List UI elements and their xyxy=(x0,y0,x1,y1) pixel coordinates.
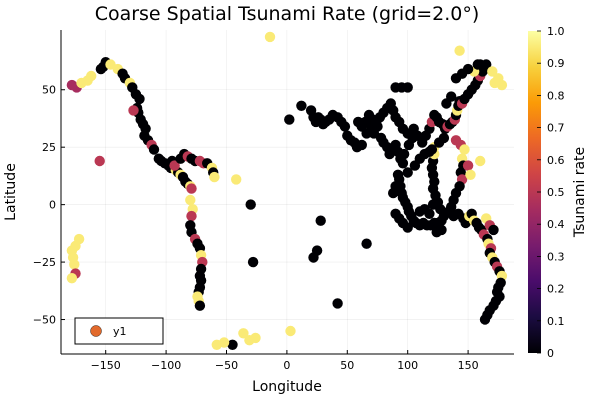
data-point xyxy=(465,169,476,180)
y-ticks: −50 −25 0 25 50 xyxy=(33,84,65,327)
colorbar-tick-label: 0.9 xyxy=(547,57,565,70)
data-point xyxy=(186,183,197,194)
x-tick-label: −50 xyxy=(215,359,238,372)
data-point xyxy=(332,298,343,309)
data-point xyxy=(66,273,78,284)
data-point xyxy=(488,224,499,236)
colorbar-tick-label: 0.5 xyxy=(547,186,565,199)
data-point xyxy=(66,79,78,91)
data-point xyxy=(361,238,372,249)
data-point xyxy=(462,160,474,171)
colorbar-tick-label: 0.4 xyxy=(547,218,565,231)
data-point xyxy=(446,91,457,102)
x-axis-label: Longitude xyxy=(252,379,322,395)
colorbar-tick-label: 1.0 xyxy=(547,25,565,38)
x-tick-label: 50 xyxy=(340,359,354,372)
x-tick-label: −100 xyxy=(151,359,181,372)
data-point xyxy=(209,171,220,183)
x-tick-label: −150 xyxy=(91,359,121,372)
data-point xyxy=(409,160,421,171)
colorbar-tick-label: 0.3 xyxy=(547,250,565,263)
colorbar-tick-label: 0 xyxy=(547,347,554,360)
colorbar-tick-label: 0.8 xyxy=(547,89,565,102)
legend-box xyxy=(74,317,164,345)
colorbar-tick-label: 0.6 xyxy=(547,154,565,167)
data-point xyxy=(231,174,242,185)
x-ticks: −150 −100 −50 0 50 100 150 xyxy=(91,350,479,372)
data-point xyxy=(427,199,439,210)
data-point xyxy=(69,259,80,270)
data-point xyxy=(475,155,486,167)
data-point xyxy=(245,199,256,210)
data-point xyxy=(194,300,206,311)
colorbar: 0 0.1 0.2 0.3 0.4 0.5 0.6 0.7 0.8 0.9 1.0 Tsunami … xyxy=(528,25,588,360)
data-point xyxy=(185,194,196,206)
data-point xyxy=(436,224,447,236)
data-point xyxy=(479,314,491,325)
data-point xyxy=(390,208,401,219)
y-tick-label: −25 xyxy=(33,256,56,269)
data-point xyxy=(308,252,319,263)
legend: y1 xyxy=(74,317,164,345)
data-point xyxy=(284,114,295,125)
data-point xyxy=(487,66,498,77)
data-point xyxy=(402,82,413,93)
data-point xyxy=(227,339,238,350)
data-point xyxy=(433,137,445,148)
y-tick-label: 0 xyxy=(49,199,56,212)
data-point xyxy=(397,158,409,169)
x-tick-label: 0 xyxy=(283,359,290,372)
data-point xyxy=(489,77,500,89)
data-point xyxy=(238,328,249,339)
colorbar-gradient xyxy=(528,31,541,353)
data-point xyxy=(296,100,307,112)
data-point xyxy=(148,144,160,155)
colorbar-tick-label: 0.7 xyxy=(547,122,565,135)
y-tick-label: 25 xyxy=(42,141,56,154)
x-tick-label: 150 xyxy=(458,359,479,372)
colorbar-label: Tsunami rate xyxy=(572,147,588,238)
data-point xyxy=(315,215,326,226)
y-axis-label: Latitude xyxy=(3,163,19,221)
data-point xyxy=(76,77,87,89)
data-point xyxy=(339,121,351,132)
data-point xyxy=(454,45,465,56)
data-point xyxy=(356,139,367,151)
data-point xyxy=(186,210,197,222)
colorbar-tick-label: 0.2 xyxy=(547,283,565,296)
data-point xyxy=(481,59,492,70)
y-tick-label: −50 xyxy=(33,314,56,327)
data-point xyxy=(169,160,180,171)
data-point xyxy=(459,144,470,155)
data-point xyxy=(353,116,364,128)
data-point xyxy=(250,332,261,344)
axes-frame xyxy=(60,30,514,355)
data-point xyxy=(128,105,139,116)
data-point xyxy=(472,59,483,70)
data-point xyxy=(398,148,410,160)
data-point xyxy=(424,208,435,219)
colorbar-tick-label: 0.1 xyxy=(547,315,565,328)
data-point xyxy=(285,325,296,337)
data-point xyxy=(94,155,105,167)
data-points xyxy=(66,31,508,350)
data-point xyxy=(450,73,462,84)
data-point xyxy=(134,93,145,105)
data-point xyxy=(247,256,259,268)
legend-marker xyxy=(90,325,102,337)
data-point xyxy=(402,167,413,178)
data-point xyxy=(211,339,222,350)
x-tick-label: 100 xyxy=(397,359,418,372)
data-point xyxy=(264,31,276,43)
colorbar-ticks: 0 0.1 0.2 0.3 0.4 0.5 0.6 0.7 0.8 0.9 1.0 xyxy=(537,25,565,360)
legend-label: y1 xyxy=(113,325,127,338)
chart-title: Coarse Spatial Tsunami Rate (grid=2.0°) xyxy=(95,3,480,25)
data-point xyxy=(390,181,401,192)
y-tick-label: 50 xyxy=(42,84,56,97)
